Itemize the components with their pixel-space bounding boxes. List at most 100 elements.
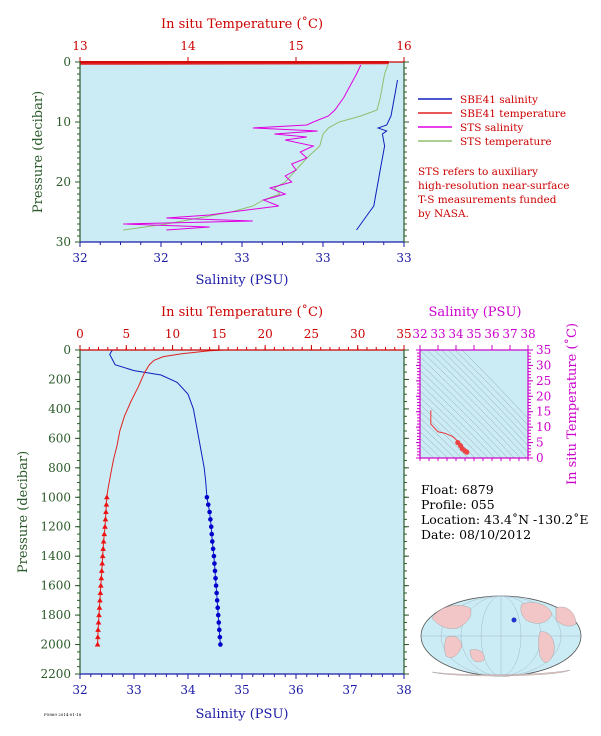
map-land xyxy=(431,602,577,677)
density-contour xyxy=(420,417,462,458)
density-contour xyxy=(454,350,528,426)
temperature-marker xyxy=(94,641,101,647)
near-surface-bottom-axis-label: Salinity (PSU) xyxy=(196,273,289,288)
density-contour xyxy=(420,356,521,458)
near-surface-panel: 13 14 15 16 32 32 33 33 33 0 10 20 30 In situ Temper… xyxy=(31,16,412,288)
y-tick-label: 1800 xyxy=(40,608,71,622)
ts-top-tick-label: 32 xyxy=(412,327,427,341)
full-profile-y-axis-label: Pressure (decibar) xyxy=(16,451,31,573)
temperature-marker xyxy=(102,523,108,529)
series-line-sbe41-salinity xyxy=(356,79,398,231)
y-tick-label: 1200 xyxy=(40,520,71,534)
y-tick-label: 1000 xyxy=(40,490,71,504)
density-contour xyxy=(420,377,502,458)
top-tick-label: 15 xyxy=(211,327,226,341)
salinity-marker xyxy=(217,627,222,633)
series-line-temperature xyxy=(97,349,224,645)
ts-top-tick-label: 34 xyxy=(448,327,464,341)
bottom-tick-label: 36 xyxy=(288,683,303,697)
float-number: Float: 6879 xyxy=(421,482,494,497)
y-tick-label: 1600 xyxy=(40,579,71,593)
y-tick-label: 2200 xyxy=(40,667,71,681)
y-tick-label: 2000 xyxy=(40,638,71,652)
top-tick-label: 25 xyxy=(304,327,319,341)
salinity-marker xyxy=(204,494,210,500)
top-tick-label: 0 xyxy=(76,327,84,341)
bottom-tick-label: 33 xyxy=(126,683,141,697)
full-profile-plot-area xyxy=(80,350,404,674)
ts-top-tick-label: 35 xyxy=(466,327,481,341)
y-tick-label: 20 xyxy=(56,175,71,189)
y-tick-label: 1400 xyxy=(40,549,71,563)
temperature-marker xyxy=(98,567,105,573)
legend-items: SBE41 salinity SBE41 temperature STS salin… xyxy=(418,94,566,148)
salinity-marker xyxy=(208,517,213,522)
density-contour xyxy=(420,397,482,458)
temperature-marker xyxy=(97,590,104,595)
salinity-marker xyxy=(214,598,220,603)
temperature-marker xyxy=(100,545,106,551)
salinity-marker xyxy=(205,502,211,507)
near-surface-y-axis-label: Pressure (decibar) xyxy=(31,91,46,213)
salinity-marker xyxy=(213,583,219,588)
bottom-tick-label: 32 xyxy=(72,251,87,265)
ts-top-axis-label: Salinity (PSU) xyxy=(429,305,522,320)
y-tick-label: 30 xyxy=(56,235,71,249)
temperature-marker xyxy=(98,575,105,581)
ts-y-tick-label: 35 xyxy=(536,343,551,357)
temperature-marker xyxy=(98,582,104,588)
legend-label: SBE41 salinity xyxy=(460,94,538,106)
temperature-marker xyxy=(95,619,102,625)
float-location-marker xyxy=(511,617,517,623)
salinity-marker xyxy=(215,605,220,611)
legend-note-line: STS refers to auxiliary xyxy=(418,166,538,178)
legend-note-line: T-S measurements funded xyxy=(418,194,557,206)
density-contour xyxy=(433,350,528,446)
salinity-marker xyxy=(217,634,223,640)
ts-top-tick-label: 37 xyxy=(502,327,517,341)
near-surface-axes: 13 14 15 16 32 32 33 33 33 0 10 20 30 xyxy=(56,39,412,265)
legend-label: STS salinity xyxy=(460,122,523,134)
salinity-marker xyxy=(215,612,221,618)
ts-y-tick-label: 20 xyxy=(536,389,551,403)
temperature-marker xyxy=(96,612,102,618)
ts-y-tick-label: 10 xyxy=(536,420,551,434)
series-line-sts-salinity xyxy=(123,64,362,231)
world-map xyxy=(420,595,582,677)
footer-text: F5869 2014-01-18 xyxy=(44,712,82,717)
full-profile-axes: 0 5 10 15 20 25 30 35 32 33 34 35 36 37 38 0 200 400 600 80… xyxy=(40,327,411,697)
ts-top-tick-label: 36 xyxy=(484,327,499,341)
temperature-marker xyxy=(104,494,110,500)
ts-top-tick-label: 38 xyxy=(520,327,535,341)
density-contour xyxy=(420,410,469,458)
ts-y-tick-label: 25 xyxy=(536,374,551,388)
y-tick-label: 0 xyxy=(63,343,71,357)
top-tick-label: 30 xyxy=(350,327,365,341)
density-contour xyxy=(447,350,528,433)
density-contour xyxy=(420,383,496,458)
density-contour xyxy=(461,350,528,419)
profile-number: Profile: 055 xyxy=(421,497,495,512)
temperature-marker xyxy=(97,597,103,603)
y-tick-label: 200 xyxy=(48,372,71,386)
bottom-tick-label: 33 xyxy=(234,251,249,265)
temperature-marker xyxy=(101,531,108,537)
full-profile-top-axis-label: In situ Temperature (˚C) xyxy=(161,304,323,320)
salinity-marker xyxy=(208,524,214,530)
salinity-marker xyxy=(209,531,215,537)
legend-note-line: by NASA. xyxy=(418,208,469,220)
temperature-marker xyxy=(103,509,109,514)
temperature-marker xyxy=(99,560,106,566)
salinity-marker xyxy=(210,539,215,544)
salinity-marker xyxy=(212,568,218,574)
temperature-marker xyxy=(96,604,103,610)
y-tick-label: 10 xyxy=(56,115,71,129)
salinity-marker xyxy=(216,620,222,625)
ts-y-axis-label: In situ Temperature (˚C) xyxy=(564,323,580,485)
ts-y-tick-label: 0 xyxy=(536,451,544,465)
temperature-marker xyxy=(95,626,101,632)
bottom-tick-label: 33 xyxy=(396,251,411,265)
